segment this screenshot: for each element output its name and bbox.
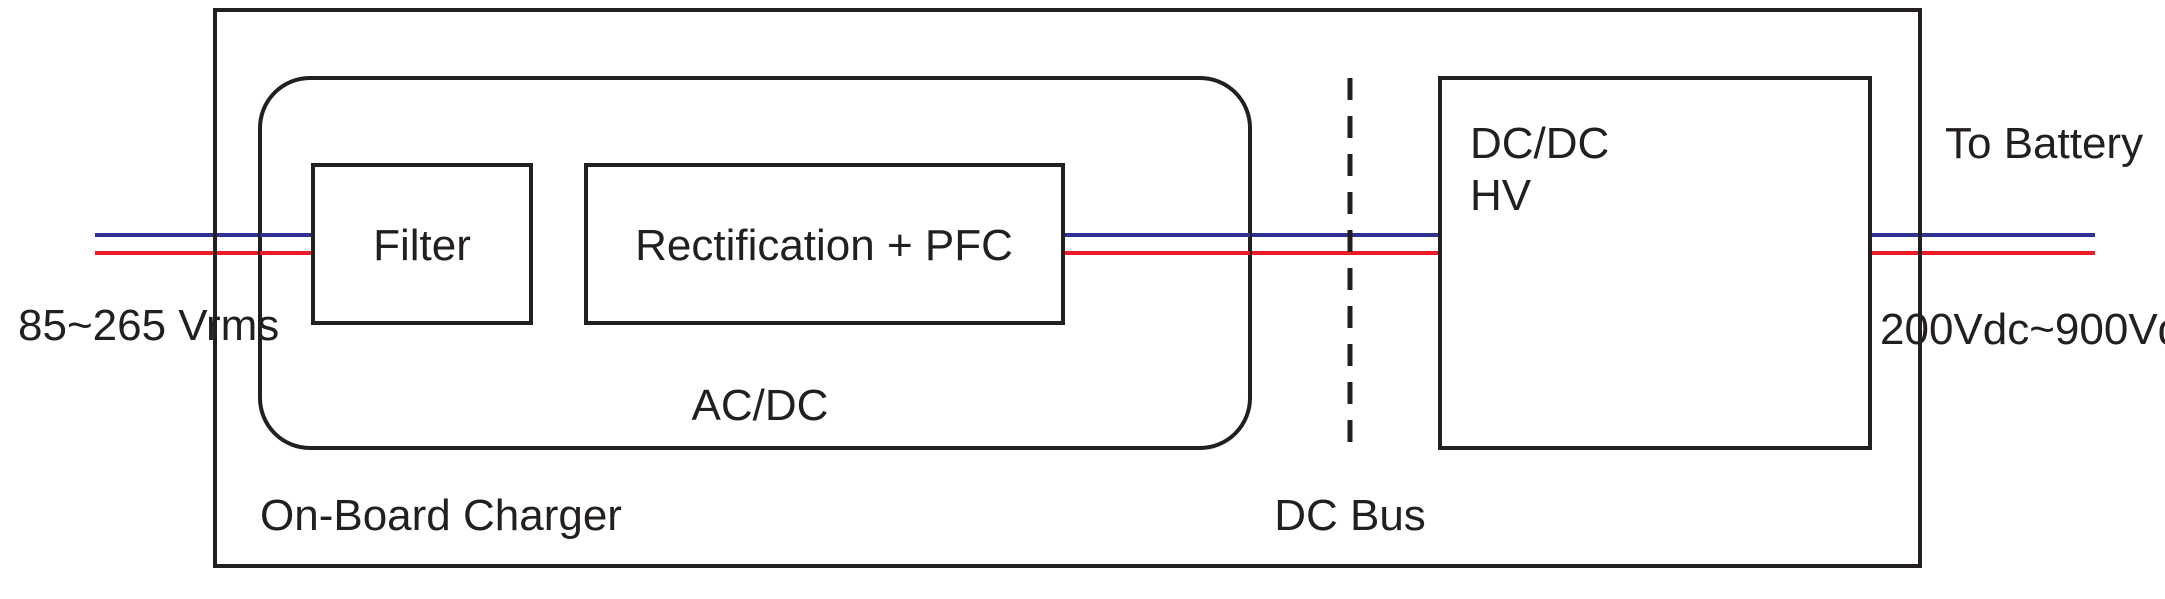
label-input-voltage: 85~265 Vrms [18,301,279,350]
label-dcdc-line1: DC/DC [1470,119,1609,168]
label-filter: Filter [373,221,471,270]
label-onboard-charger: On-Board Charger [260,491,622,540]
label-output-voltage: 200Vdc~900Vdc [1880,305,2165,354]
label-dcdc-line2: HV [1470,171,1532,220]
label-to-battery: To Battery [1945,119,2143,168]
label-acdc: AC/DC [692,381,829,430]
label-dc-bus: DC Bus [1274,491,1426,540]
label-rectification: Rectification + PFC [635,221,1013,270]
